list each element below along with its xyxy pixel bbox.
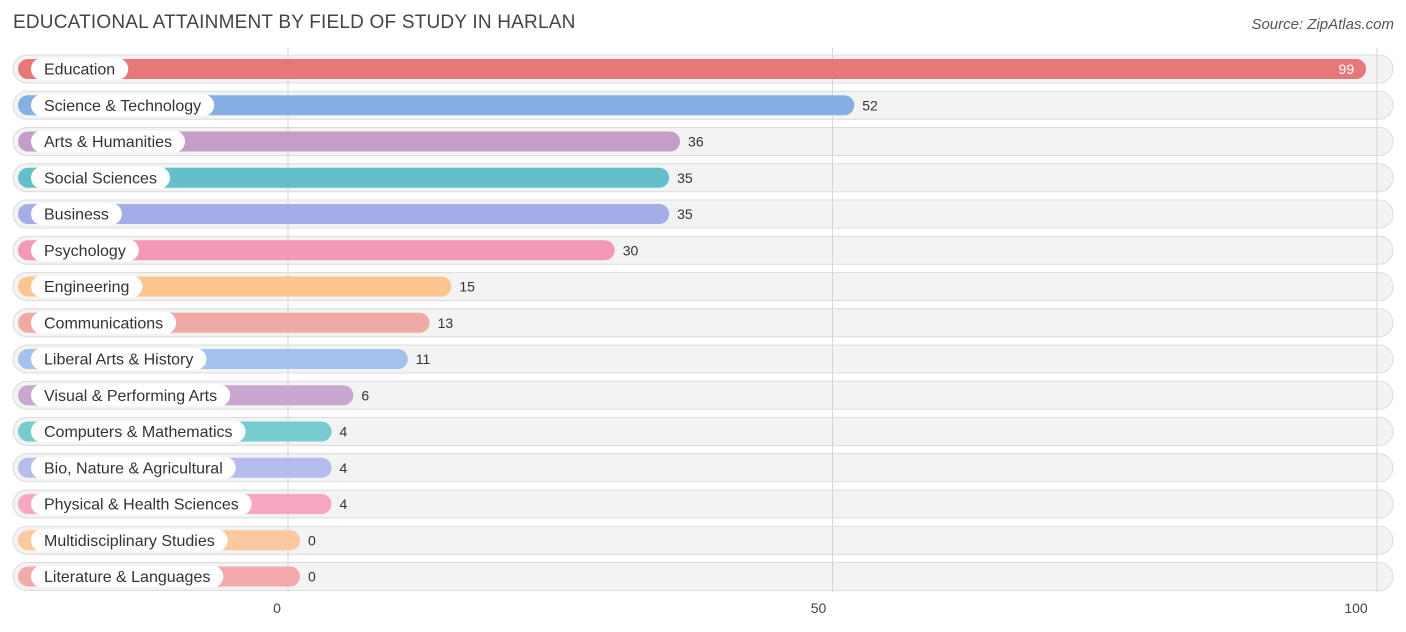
source-credit: Source: ZipAtlas.com [1251, 16, 1394, 33]
bar-label-pill [31, 529, 228, 552]
bar-label: Physical & Health Sciences [44, 497, 239, 514]
bar-label-pill [31, 311, 177, 334]
bar-label: Science & Technology [44, 98, 201, 115]
data-label: 35 [677, 206, 693, 222]
x-tick-label: 0 [273, 600, 281, 616]
bar-label-pill [31, 493, 252, 515]
bar-label: Computers & Mathematics [44, 424, 233, 441]
chart-title: EDUCATIONAL ATTAINMENT BY FIELD OF STUDY… [13, 12, 576, 33]
bar-label: Literature & Languages [44, 569, 210, 586]
bar-label-pill [31, 203, 122, 225]
bar-label-pill [31, 130, 186, 153]
bar-label: Business [44, 207, 109, 224]
bar-label: Engineering [44, 279, 129, 296]
data-label: 4 [340, 460, 348, 476]
bar-label-pill [31, 275, 143, 298]
data-label: 30 [623, 242, 639, 258]
bar [18, 204, 670, 224]
bar-label: Social Sciences [44, 170, 157, 187]
data-label: 0 [308, 532, 316, 548]
bar [18, 95, 855, 116]
data-label: 13 [438, 315, 454, 331]
bar-track [12, 562, 1394, 591]
data-label: 52 [862, 97, 878, 113]
bar-track [12, 380, 1394, 410]
bar [18, 167, 670, 188]
bar-label: Education [44, 62, 115, 79]
data-label: 15 [459, 279, 475, 295]
data-label: 0 [308, 569, 316, 585]
data-label: 11 [416, 351, 431, 367]
bar-label-pill [31, 384, 231, 407]
data-label: 35 [677, 170, 693, 186]
bar [18, 240, 615, 261]
x-tick-label: 100 [1344, 600, 1368, 616]
data-label: 36 [688, 134, 704, 150]
bar-track [12, 417, 1394, 446]
data-label: 4 [340, 424, 348, 440]
x-tick-label: 50 [811, 600, 827, 616]
bar-label-pill [31, 565, 224, 588]
bar-track [12, 453, 1394, 483]
bar-label-pill [31, 239, 139, 262]
bar-label-pill [31, 420, 246, 443]
bar-label-pill [31, 58, 129, 80]
bars: Education 99 Science & Technology 52 Arts & … [18, 58, 1367, 588]
bar-label-pill [31, 456, 236, 479]
data-label: 6 [361, 387, 369, 403]
bar-label: Multidisciplinary Studies [44, 533, 215, 550]
bar-label: Visual & Performing Arts [44, 388, 217, 405]
bar-label: Communications [44, 315, 163, 332]
bar-label: Psychology [44, 243, 126, 260]
bar-label: Bio, Nature & Agricultural [44, 460, 223, 477]
bar-label-pill [31, 348, 207, 370]
bar-track [12, 525, 1394, 555]
bar [18, 59, 1367, 79]
bar-label: Liberal Arts & History [44, 352, 193, 369]
bar-label-pill [31, 94, 215, 117]
bar-label: Arts & Humanities [44, 134, 172, 151]
bar-track [12, 489, 1394, 519]
data-label: 99 [1339, 61, 1355, 77]
bar-label-pill [31, 166, 170, 189]
data-label: 4 [340, 496, 348, 512]
